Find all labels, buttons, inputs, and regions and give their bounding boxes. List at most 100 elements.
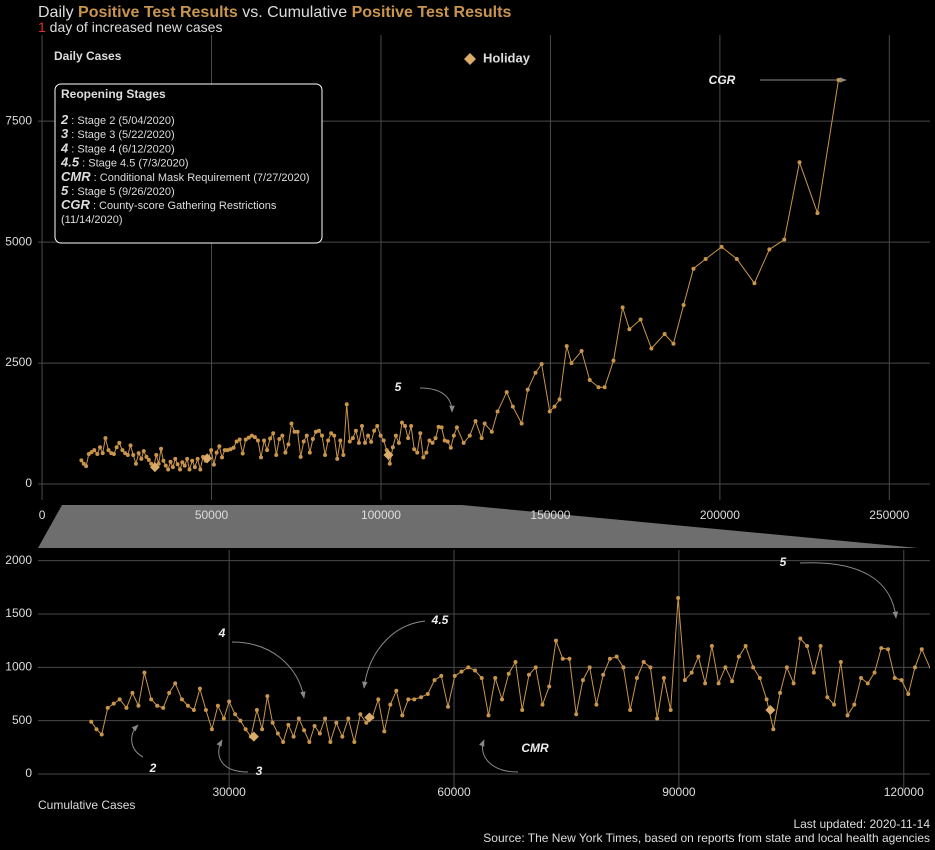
point xyxy=(493,676,498,680)
point xyxy=(671,341,676,346)
point xyxy=(265,448,270,453)
stage-code: 2 xyxy=(60,112,69,127)
point xyxy=(281,740,286,744)
point xyxy=(307,740,312,744)
point xyxy=(872,670,877,675)
point xyxy=(228,447,233,452)
point xyxy=(771,727,776,732)
point xyxy=(275,731,280,736)
point xyxy=(317,731,322,736)
y-tick-label: 7500 xyxy=(5,113,32,127)
point xyxy=(220,455,225,460)
holiday-marker xyxy=(149,462,160,473)
annotation-arrow xyxy=(479,739,519,773)
point xyxy=(180,460,185,465)
point xyxy=(320,433,325,438)
point xyxy=(767,247,772,252)
stages-list: 2 : Stage 2 (5/04/2020)3 : Stage 3 (5/22… xyxy=(60,112,310,212)
point xyxy=(580,678,585,683)
point xyxy=(182,463,187,468)
point xyxy=(175,462,180,467)
point xyxy=(124,705,129,710)
stages-title: Reopening Stages xyxy=(61,87,166,101)
point xyxy=(393,433,398,438)
stage-entry: CGR : County-score Gathering Restriction… xyxy=(61,198,277,213)
title-part: Positive Test Results xyxy=(78,4,238,21)
point xyxy=(144,454,149,459)
point xyxy=(149,697,154,702)
point xyxy=(764,697,769,702)
point xyxy=(716,681,721,686)
stage-text: : Stage 2 (5/04/2020) xyxy=(68,115,174,127)
annotation: 3 xyxy=(256,764,263,778)
point xyxy=(648,665,653,670)
point xyxy=(286,442,291,447)
point xyxy=(198,467,203,472)
point xyxy=(166,467,171,472)
point xyxy=(815,211,820,216)
point xyxy=(553,638,558,643)
point xyxy=(859,676,864,680)
x-tick-label: 60000 xyxy=(437,785,471,799)
point xyxy=(332,433,337,438)
point xyxy=(719,244,724,249)
y-tick-label: 0 xyxy=(25,476,32,490)
point xyxy=(363,440,368,445)
point xyxy=(579,348,584,353)
point xyxy=(396,440,401,445)
point xyxy=(479,676,484,680)
subtitle-text: day of increased new cases xyxy=(46,19,223,35)
point xyxy=(611,358,616,363)
point xyxy=(406,436,411,441)
point xyxy=(421,455,426,460)
point xyxy=(105,705,110,710)
point xyxy=(560,656,565,661)
point xyxy=(117,697,122,702)
point xyxy=(372,428,377,433)
annotation: 5 xyxy=(780,555,787,569)
point xyxy=(461,440,466,445)
point xyxy=(326,438,331,443)
point xyxy=(601,672,606,677)
point xyxy=(376,697,381,702)
point xyxy=(103,436,108,441)
point xyxy=(479,436,484,441)
point xyxy=(569,361,574,366)
point xyxy=(574,712,579,717)
point xyxy=(364,720,369,725)
stage-code: 4 xyxy=(60,141,69,156)
point xyxy=(681,303,686,307)
point xyxy=(316,428,321,433)
point xyxy=(237,437,242,442)
point xyxy=(215,703,220,708)
y-tick-label: 2500 xyxy=(5,355,32,369)
point xyxy=(98,445,103,450)
annotation: 2 xyxy=(149,761,157,775)
point xyxy=(482,421,487,426)
point xyxy=(832,702,837,707)
point xyxy=(347,439,352,444)
point xyxy=(340,734,345,739)
point xyxy=(190,458,195,463)
point xyxy=(313,429,318,434)
point xyxy=(467,433,472,438)
point xyxy=(255,438,260,443)
point xyxy=(778,690,783,695)
x-tick-label: 250000 xyxy=(869,508,909,522)
point xyxy=(661,676,666,680)
point xyxy=(445,439,450,444)
point xyxy=(703,681,708,686)
point xyxy=(352,740,357,744)
point xyxy=(676,596,681,600)
annotation-arrow xyxy=(361,620,426,689)
point xyxy=(301,439,306,444)
point xyxy=(298,454,303,459)
point xyxy=(369,439,374,444)
point xyxy=(723,665,728,670)
stage-code: CMR xyxy=(61,169,91,184)
point xyxy=(641,660,646,664)
stage-entry: 5 : Stage 5 (9/26/2020) xyxy=(61,183,175,198)
point xyxy=(173,681,178,686)
point xyxy=(495,409,500,414)
